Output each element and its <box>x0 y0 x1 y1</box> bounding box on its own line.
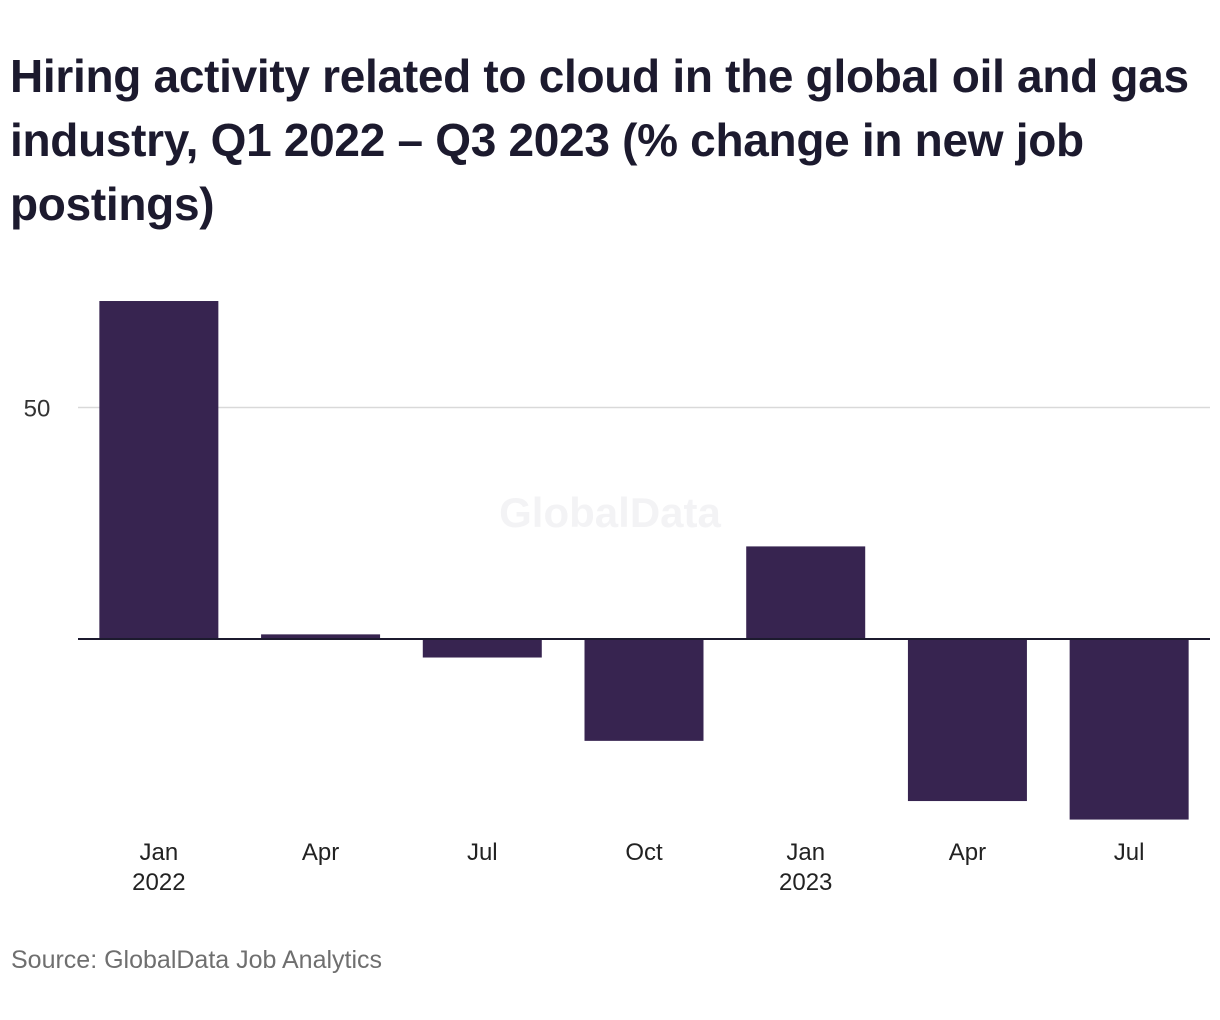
chart-title: Hiring activity related to cloud in the … <box>10 50 1189 230</box>
bar <box>746 546 866 639</box>
x-tick-year-label: 2023 <box>779 869 832 896</box>
x-tick-year-label: 2022 <box>132 869 185 896</box>
x-tick-label: Apr <box>949 839 986 866</box>
x-tick-label: Jan <box>786 839 825 866</box>
bar <box>99 301 219 639</box>
bar <box>584 639 704 741</box>
x-tick-label: Jul <box>1114 839 1145 866</box>
bar <box>1069 639 1189 820</box>
watermark: GlobalData <box>499 489 721 536</box>
x-tick-label: Oct <box>625 839 663 866</box>
bar <box>422 639 542 658</box>
bar <box>907 639 1027 802</box>
x-tick-label: Apr <box>302 839 339 866</box>
x-tick-label: Jul <box>467 839 498 866</box>
x-tick-label: Jan <box>140 839 179 866</box>
source-note: Source: GlobalData Job Analytics <box>11 946 383 974</box>
bar <box>261 634 381 639</box>
y-tick-label: 50 <box>24 396 51 423</box>
